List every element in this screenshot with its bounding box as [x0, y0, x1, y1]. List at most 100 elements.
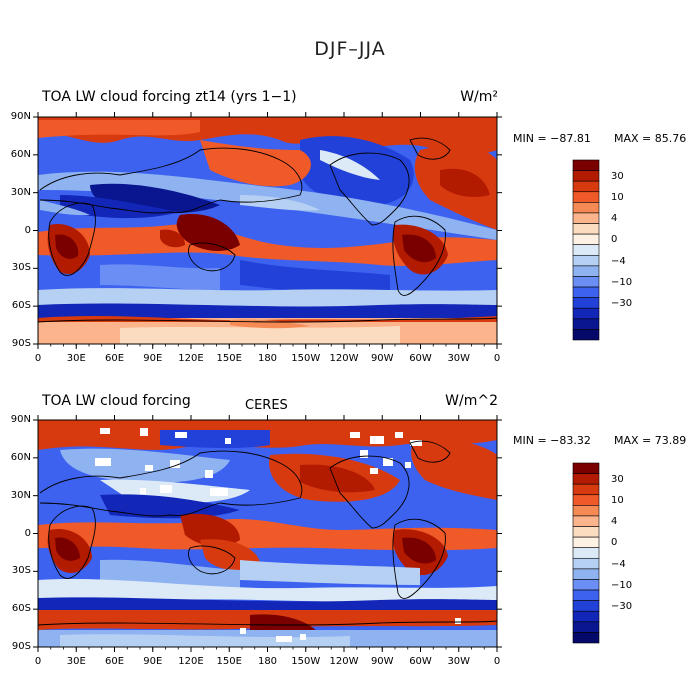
colorbar-swatch: [572, 568, 600, 580]
lat-label: 60N: [10, 451, 31, 463]
colorbar-swatch: [572, 579, 600, 591]
panel-1-map: [38, 117, 497, 344]
lon-label: 150E: [216, 656, 242, 667]
colorbar-swatch: [572, 473, 600, 485]
colorbar-label: 0: [611, 234, 618, 246]
lon-label: 120W: [329, 656, 359, 667]
lon-label: 0: [34, 656, 42, 667]
lon-label: 180: [257, 353, 278, 364]
lat-label: 30S: [11, 565, 31, 577]
lon-label: 0: [493, 353, 501, 364]
lon-label: 150W: [291, 656, 321, 667]
colorbar-swatch: [572, 329, 600, 341]
lat-label: 90N: [10, 111, 31, 122]
colorbar-swatch: [572, 202, 600, 214]
lon-label: 60E: [104, 353, 125, 364]
panel-2-min: MIN = −83.32: [513, 434, 591, 447]
lon-label: 60W: [409, 656, 432, 667]
lon-label: 60E: [104, 656, 125, 667]
lon-label: 90E: [143, 656, 163, 667]
colorbar-swatch: [572, 632, 600, 644]
colorbar-swatch: [572, 610, 600, 623]
colorbar-swatch: [572, 547, 600, 559]
panel-1-max: MAX = 85.76: [614, 132, 687, 145]
lat-label: 0: [24, 527, 31, 539]
colorbar-swatch: [572, 159, 600, 171]
colorbar-swatch: [572, 276, 600, 288]
coastlines: [37, 137, 498, 626]
panel-2-title: TOA LW cloud forcing: [42, 393, 191, 409]
lon-label: 90W: [370, 656, 394, 667]
colorbar-swatch: [572, 254, 600, 267]
colorbar-label: 10: [611, 192, 624, 204]
colorbar-swatch: [572, 307, 600, 320]
lat-label: 90S: [11, 641, 31, 652]
lon-label: 180: [257, 656, 278, 667]
lat-label: 90S: [11, 338, 31, 349]
colorbar-label: 10: [611, 495, 624, 507]
colorbar-swatch: [572, 191, 600, 203]
lat-label: 60S: [11, 603, 31, 615]
figure-title: DJF–JJA: [314, 38, 386, 60]
lon-label: 30E: [66, 656, 86, 667]
colorbar-label: 4: [611, 516, 618, 528]
panel-2-map: [38, 420, 497, 647]
colorbar-swatch: [572, 494, 600, 506]
panel-1-units: W/m²: [460, 89, 498, 105]
lat-label: 30N: [10, 489, 31, 501]
panel-2-tag: CERES: [245, 398, 288, 413]
panel-1-min: MIN = −87.81: [513, 132, 591, 145]
lon-label: 0: [493, 656, 501, 667]
lon-label: 30E: [66, 353, 86, 364]
lat-label: 30S: [11, 262, 31, 274]
lon-label: 120W: [329, 353, 359, 364]
colorbar-swatch: [572, 462, 600, 474]
lon-label: 30W: [447, 656, 471, 667]
colorbar-label: −4: [611, 255, 626, 267]
colorbar-swatch: [572, 297, 600, 309]
colorbar-swatch: [572, 244, 600, 256]
colorbar-swatch: [572, 223, 600, 235]
lon-label: 150E: [216, 353, 242, 364]
colorbar-swatch: [572, 505, 600, 517]
lat-label: 0: [24, 224, 31, 236]
colorbar-label: 30: [611, 473, 624, 485]
colorbar-swatch: [572, 483, 600, 496]
lon-label: 90E: [143, 353, 163, 364]
colorbar-label: −4: [611, 558, 626, 570]
lon-label: 120E: [178, 656, 204, 667]
lat-label: 60N: [10, 148, 31, 160]
lon-label: 0: [34, 353, 42, 364]
lon-label: 60W: [409, 353, 432, 364]
lon-label: 150W: [291, 353, 321, 364]
colorbar-swatch: [572, 286, 600, 298]
colorbar-label: 4: [611, 213, 618, 225]
colorbar-swatch: [572, 233, 600, 246]
lon-label: 120E: [178, 353, 204, 364]
colorbar-swatch: [572, 515, 600, 527]
colorbar-swatch: [572, 180, 600, 193]
lat-label: 30N: [10, 186, 31, 198]
panel-2-units: W/m^2: [445, 393, 498, 409]
colorbar-swatch: [572, 600, 600, 612]
colorbar-label: −30: [611, 600, 633, 612]
panel-1-title: TOA LW cloud forcing zt14 (yrs 1−1): [42, 89, 297, 105]
lat-label: 60S: [11, 300, 31, 312]
colorbar-swatch: [572, 589, 600, 601]
colorbar-label: −10: [611, 579, 633, 591]
colorbar-label: 0: [611, 537, 618, 549]
colorbar-swatch: [572, 170, 600, 182]
colorbar-swatch: [572, 557, 600, 570]
lon-label: 90W: [370, 353, 394, 364]
lat-label: 90N: [10, 414, 31, 425]
colorbar-swatch: [572, 526, 600, 538]
colorbar-swatch: [572, 212, 600, 224]
colorbar-label: −30: [611, 297, 633, 309]
colorbar-swatch: [572, 536, 600, 549]
lon-label: 30W: [447, 353, 471, 364]
colorbar-label: 30: [611, 170, 624, 182]
colorbar-swatch: [572, 621, 600, 633]
colorbar-swatch: [572, 318, 600, 330]
panel-2-max: MAX = 73.89: [614, 434, 687, 447]
